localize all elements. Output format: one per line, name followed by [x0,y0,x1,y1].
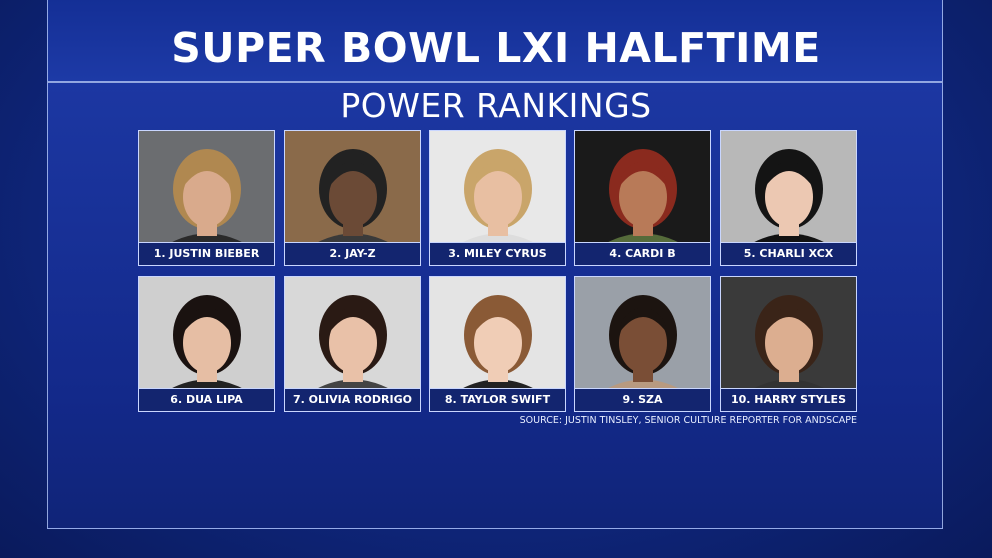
card-label: 5. CHARLI XCX [721,242,856,265]
ranking-card: 8. TAYLOR SWIFT [429,276,566,412]
title: SUPER BOWL LXI HALFTIME [171,24,821,72]
title-box [47,0,943,82]
ranking-card: 10. HARRY STYLES [720,276,857,412]
ranking-card: 6. DUA LIPA [138,276,275,412]
card-label: 1. JUSTIN BIEBER [139,242,274,265]
ranking-card: 7. OLIVIA RODRIGO [284,276,421,412]
card-label: 4. CARDI B [575,242,710,265]
card-label: 7. OLIVIA RODRIGO [285,388,420,411]
subtitle: POWER RANKINGS [340,86,652,125]
card-label: 3. MILEY CYRUS [430,242,565,265]
ranking-card: 5. CHARLI XCX [720,130,857,266]
ranking-card: 1. JUSTIN BIEBER [138,130,275,266]
ranking-card: 3. MILEY CYRUS [429,130,566,266]
ranking-card: 9. SZA [574,276,711,412]
card-label: 6. DUA LIPA [139,388,274,411]
source: SOURCE: JUSTIN TINSLEY, SENIOR CULTURE R… [519,415,857,426]
photo [575,131,710,265]
card-label: 2. JAY-Z [285,242,420,265]
card-label: 10. HARRY STYLES [721,388,856,411]
ranking-card: 2. JAY-Z [284,130,421,266]
card-label: 8. TAYLOR SWIFT [430,388,565,411]
card-label: 9. SZA [575,388,710,411]
ranking-card: 4. CARDI B [574,130,711,266]
